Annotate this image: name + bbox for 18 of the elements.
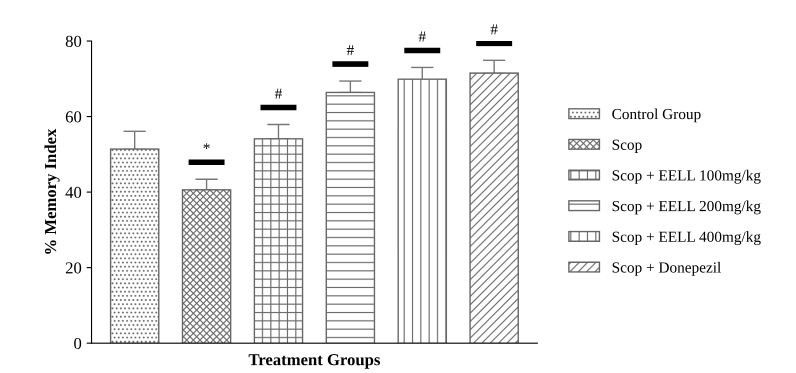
y-tick-label: 20 bbox=[66, 262, 82, 274]
text: # bbox=[490, 24, 498, 34]
y-tick-label: 0 bbox=[74, 338, 82, 350]
annotation: # bbox=[274, 88, 282, 99]
annotation: * bbox=[204, 143, 210, 149]
y-tick-label: 40 bbox=[65, 186, 82, 198]
y-tick-label: 80 bbox=[66, 36, 82, 47]
annotation: # bbox=[418, 32, 426, 42]
annotation: # bbox=[346, 45, 354, 56]
legend-label: Scop + EELL 200mg/kg bbox=[612, 200, 761, 214]
y-tick-label: 60 bbox=[66, 111, 82, 123]
legend-label: Scop + Donepezil bbox=[612, 262, 721, 276]
legend-label: Scop bbox=[612, 140, 642, 153]
legend-label: Scop + EELL 400mg/kg bbox=[612, 231, 761, 246]
legend-label: Control Group bbox=[612, 108, 701, 122]
x-axis-title: Treatment Groups bbox=[248, 354, 380, 369]
legend-label: Scop + EELL 100mg/kg bbox=[612, 170, 761, 184]
y-axis-title: % Memory Index bbox=[44, 128, 60, 254]
